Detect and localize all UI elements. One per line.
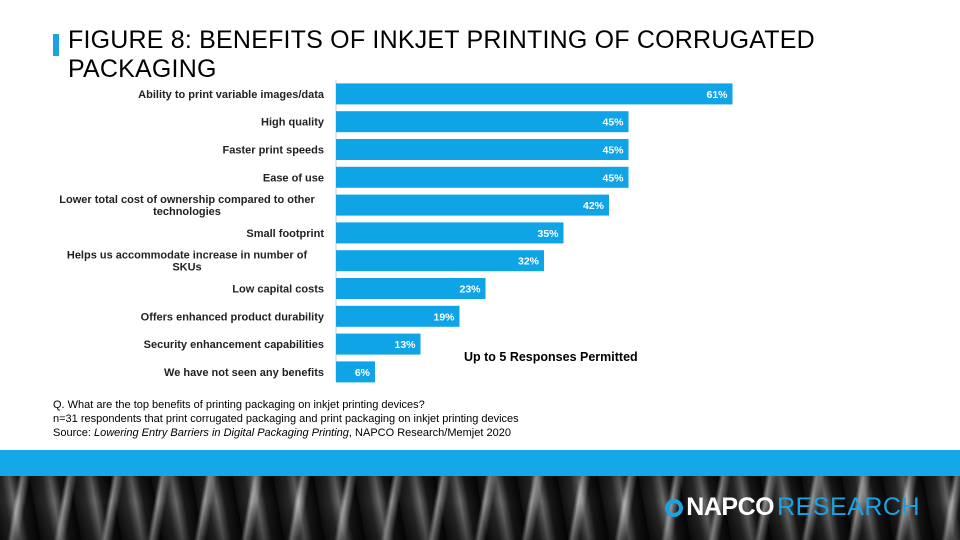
category-label-1: High quality bbox=[261, 117, 325, 129]
chart-notes: Q. What are the top benefits of printing… bbox=[53, 398, 519, 440]
logo-ring-icon bbox=[665, 498, 684, 517]
title-accent-bar bbox=[53, 34, 59, 56]
source-suffix: , NAPCO Research/Memjet 2020 bbox=[348, 427, 511, 439]
category-label-line: Security enhancement capabilities bbox=[144, 339, 324, 351]
logo-text-napco: NAPCO bbox=[686, 492, 775, 521]
bar-7 bbox=[336, 278, 486, 299]
category-label-4: Lower total cost of ownership compared t… bbox=[59, 194, 315, 218]
value-label-5: 35% bbox=[537, 228, 559, 240]
value-label-7: 23% bbox=[459, 284, 481, 296]
value-label-1: 45% bbox=[602, 117, 624, 129]
bar-0 bbox=[336, 83, 733, 105]
category-label-line: technologies bbox=[153, 206, 221, 218]
photo-strip-shade bbox=[0, 476, 960, 540]
logo-text-research: RESEARCH bbox=[777, 492, 920, 521]
value-label-2: 45% bbox=[602, 145, 624, 157]
category-label-line: Faster print speeds bbox=[223, 145, 324, 157]
bar-9 bbox=[336, 333, 421, 355]
value-label-8: 19% bbox=[433, 311, 455, 323]
category-label-line: High quality bbox=[261, 117, 325, 129]
category-label-9: Security enhancement capabilities bbox=[144, 339, 324, 351]
source-line: Source: Lowering Entry Barriers in Digit… bbox=[53, 426, 519, 440]
bar-2 bbox=[336, 139, 629, 160]
napco-research-logo: NAPCO RESEARCH bbox=[665, 491, 920, 523]
category-label-line: SKUs bbox=[172, 262, 201, 274]
value-label-3: 45% bbox=[602, 172, 624, 184]
value-label-6: 32% bbox=[518, 256, 540, 268]
bar-chart: 61% Ability to print variable images/data… bbox=[59, 80, 733, 383]
value-label-10: 6% bbox=[355, 367, 371, 379]
category-label-line: Lower total cost of ownership compared t… bbox=[59, 194, 315, 206]
category-label-6: Helps us accommodate increase in number … bbox=[67, 250, 308, 274]
bar-10 bbox=[336, 361, 375, 383]
bar-1 bbox=[336, 111, 629, 133]
category-label-3: Ease of use bbox=[263, 172, 324, 184]
bar-4 bbox=[336, 194, 609, 216]
category-label-line: Offers enhanced product durability bbox=[141, 311, 325, 323]
bar-8 bbox=[336, 305, 460, 327]
value-label-4: 42% bbox=[583, 200, 605, 212]
source-prefix: Source: bbox=[53, 427, 94, 439]
value-label-9: 13% bbox=[394, 339, 416, 351]
category-label-line: Low capital costs bbox=[232, 284, 324, 296]
bar-5 bbox=[336, 222, 564, 244]
bar-6 bbox=[336, 250, 544, 272]
category-label-0: Ability to print variable images/data bbox=[138, 89, 325, 101]
footer-blue-band bbox=[0, 450, 960, 476]
category-label-line: Small footprint bbox=[246, 228, 324, 240]
category-label-2: Faster print speeds bbox=[223, 145, 324, 157]
sample-description: n=31 respondents that print corrugated p… bbox=[53, 413, 519, 425]
category-label-8: Offers enhanced product durability bbox=[141, 311, 325, 323]
chart-annotation: Up to 5 Responses Permitted bbox=[464, 350, 638, 364]
chart-title: FIGURE 8: BENEFITS OF INKJET PRINTING OF… bbox=[68, 26, 815, 83]
survey-question: Q. What are the top benefits of printing… bbox=[53, 399, 425, 411]
source-title: Lowering Entry Barriers in Digital Packa… bbox=[93, 427, 349, 439]
category-label-5: Small footprint bbox=[246, 228, 324, 240]
bar-3 bbox=[336, 166, 629, 188]
category-label-line: Ease of use bbox=[263, 172, 324, 184]
category-label-line: Helps us accommodate increase in number … bbox=[67, 250, 308, 262]
footer-photo-strip bbox=[0, 476, 960, 540]
category-label-line: We have not seen any benefits bbox=[164, 367, 324, 379]
category-label-7: Low capital costs bbox=[232, 284, 324, 296]
category-label-line: Ability to print variable images/data bbox=[138, 89, 325, 101]
category-label-10: We have not seen any benefits bbox=[164, 367, 324, 379]
value-label-0: 61% bbox=[706, 89, 728, 101]
